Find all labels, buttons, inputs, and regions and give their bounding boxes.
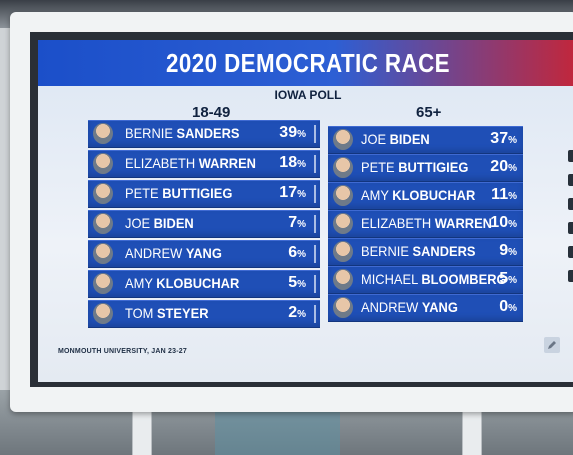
poll-percent: 39% — [279, 124, 306, 141]
sidebar-tool-icon[interactable] — [568, 270, 573, 282]
candidate-photo-icon — [93, 213, 113, 234]
poll-percent: 6% — [288, 244, 306, 261]
candidate-photo-icon — [333, 213, 353, 234]
candidate-photo-icon — [333, 157, 353, 178]
sidebar-tool-icon[interactable] — [568, 150, 573, 162]
candidate-name: ANDREW YANG — [125, 245, 222, 261]
sidebar-tool-icon[interactable] — [568, 174, 573, 186]
candidate-name: BERNIE SANDERS — [361, 243, 476, 259]
sidebar-tool-icon[interactable] — [568, 198, 573, 210]
poll-percent: 7% — [288, 214, 306, 231]
column-header-65-plus: 65+ — [416, 104, 442, 121]
candidate-name: MICHAEL BLOOMBERG — [361, 271, 507, 287]
source-credit: MONMOUTH UNIVERSITY, JAN 23-27 — [58, 348, 187, 355]
poll-percent: 17% — [279, 184, 306, 201]
candidate-photo-icon — [93, 183, 113, 204]
poll-row[interactable]: AMY KLOBUCHAR 5% — [88, 270, 320, 298]
candidate-photo-icon — [333, 269, 353, 290]
candidate-photo-icon — [333, 129, 353, 150]
candidate-photo-icon — [93, 303, 113, 324]
monitor-screen: 2020 DEMOCRATIC RACE IOWA POLL 18-49 65+… — [30, 32, 573, 387]
poll-row[interactable]: ANDREW YANG 0% — [328, 294, 523, 322]
candidate-name: AMY KLOBUCHAR — [125, 275, 240, 291]
row-divider — [314, 245, 316, 263]
row-divider — [314, 185, 316, 203]
poll-row[interactable]: BERNIE SANDERS 9% — [328, 238, 523, 266]
poll-percent: 0% — [499, 298, 517, 315]
candidate-name: AMY KLOBUCHAR — [361, 187, 476, 203]
candidate-photo-icon — [93, 153, 113, 174]
candidate-name: ANDREW YANG — [361, 299, 458, 315]
sidebar-tool-icon[interactable] — [568, 246, 573, 258]
candidate-name: PETE BUTTIGIEG — [125, 185, 233, 201]
poll-percent: 2% — [288, 304, 306, 321]
poll-percent: 18% — [279, 154, 306, 171]
candidate-photo-icon — [333, 241, 353, 262]
touchscreen-monitor: 2020 DEMOCRATIC RACE IOWA POLL 18-49 65+… — [10, 12, 573, 412]
graphic-subtitle: IOWA POLL — [274, 88, 342, 102]
graphic-title: 2020 DEMOCRATIC RACE — [165, 48, 451, 78]
title-bar: 2020 DEMOCRATIC RACE — [38, 40, 573, 86]
poll-percent: 11% — [491, 186, 517, 203]
poll-row[interactable]: ANDREW YANG 6% — [88, 240, 320, 268]
candidate-photo-icon — [93, 123, 113, 144]
poll-row[interactable]: AMY KLOBUCHAR 11% — [328, 182, 523, 210]
candidate-name: JOE BIDEN — [361, 131, 430, 147]
poll-graphic-panel: 2020 DEMOCRATIC RACE IOWA POLL 18-49 65+… — [38, 40, 573, 382]
row-divider — [314, 275, 316, 293]
column-header-18-49: 18-49 — [192, 104, 231, 121]
row-divider — [314, 305, 316, 323]
candidate-name: BERNIE SANDERS — [125, 125, 240, 141]
poll-row[interactable]: TOM STEYER 2% — [88, 300, 320, 328]
poll-percent: 5% — [288, 274, 306, 291]
poll-row[interactable]: ELIZABETH WARREN 18% — [88, 150, 320, 178]
poll-row[interactable]: JOE BIDEN 7% — [88, 210, 320, 238]
row-divider — [314, 155, 316, 173]
candidate-name: TOM STEYER — [125, 305, 209, 321]
poll-row[interactable]: MICHAEL BLOOMBERG 5% — [328, 266, 523, 294]
candidate-name: JOE BIDEN — [125, 215, 194, 231]
row-divider — [314, 125, 316, 143]
poll-percent: 37% — [490, 130, 517, 147]
candidate-photo-icon — [93, 243, 113, 264]
row-divider — [314, 215, 316, 233]
candidate-name: PETE BUTTIGIEG — [361, 159, 469, 175]
poll-row[interactable]: PETE BUTTIGIEG 20% — [328, 154, 523, 182]
candidate-photo-icon — [333, 297, 353, 318]
poll-percent: 10% — [490, 214, 517, 231]
candidate-photo-icon — [333, 185, 353, 206]
sidebar-tools — [568, 150, 573, 320]
candidate-name: ELIZABETH WARREN — [361, 215, 492, 231]
candidate-name: ELIZABETH WARREN — [125, 155, 256, 171]
poll-percent: 20% — [490, 158, 517, 175]
poll-percent: 9% — [499, 242, 517, 259]
poll-row[interactable]: BERNIE SANDERS 39% — [88, 120, 320, 148]
poll-percent: 5% — [499, 270, 517, 287]
poll-row[interactable]: JOE BIDEN 37% — [328, 126, 523, 154]
edit-pencil-icon[interactable] — [544, 337, 560, 353]
poll-row[interactable]: ELIZABETH WARREN 10% — [328, 210, 523, 238]
poll-row[interactable]: PETE BUTTIGIEG 17% — [88, 180, 320, 208]
candidate-photo-icon — [93, 273, 113, 294]
sidebar-tool-icon[interactable] — [568, 222, 573, 234]
